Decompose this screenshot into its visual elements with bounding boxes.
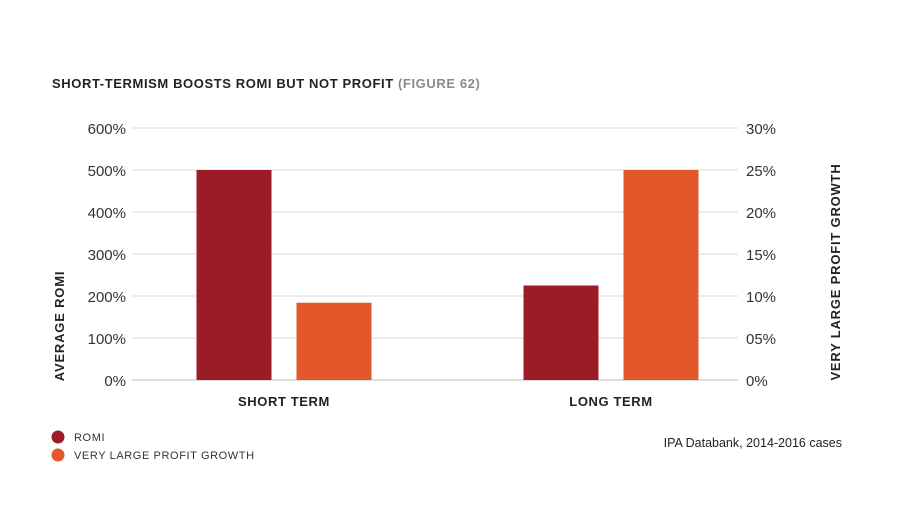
y-right-tick-label: 20% bbox=[746, 205, 776, 222]
chart-title-main: SHORT-TERMISM BOOSTS ROMI BUT NOT PROFIT bbox=[52, 76, 394, 91]
source-note: IPA Databank, 2014-2016 cases bbox=[664, 436, 842, 450]
bars bbox=[196, 170, 699, 380]
y-left-tick-label: 400% bbox=[88, 205, 126, 222]
legend-label: ROMI bbox=[74, 432, 105, 444]
legend: ROMI VERY LARGE PROFIT GROWTH bbox=[51, 430, 255, 462]
chart-title-figure: (FIGURE 62) bbox=[398, 76, 481, 91]
y-left-tick-label: 200% bbox=[88, 289, 126, 306]
y-left-tick-label: 100% bbox=[88, 331, 126, 348]
y-axis-right-title: VERY LARGE PROFIT GROWTH bbox=[828, 163, 843, 380]
legend-label: VERY LARGE PROFIT GROWTH bbox=[74, 450, 255, 462]
legend-swatch bbox=[51, 448, 65, 462]
x-axis-categories: SHORT TERM LONG TERM bbox=[238, 394, 652, 409]
y-right-tick-label: 10% bbox=[746, 289, 776, 306]
y-left-tick-label: 500% bbox=[88, 163, 126, 180]
y-axis-left-ticks: 0% 100% 200% 300% 400% 500% 600% bbox=[88, 121, 126, 390]
y-right-tick-label: 25% bbox=[746, 163, 776, 180]
legend-swatch bbox=[51, 430, 65, 444]
y-right-tick-label: 05% bbox=[746, 331, 776, 348]
bar-profit-growth bbox=[296, 302, 372, 380]
y-left-tick-label: 300% bbox=[88, 247, 126, 264]
y-axis-left-title: AVERAGE ROMI bbox=[52, 271, 67, 381]
bar-romi bbox=[523, 285, 599, 380]
chart-title: SHORT-TERMISM BOOSTS ROMI BUT NOT PROFIT… bbox=[52, 76, 480, 91]
y-left-tick-label: 600% bbox=[88, 121, 126, 138]
x-category-label: SHORT TERM bbox=[238, 394, 330, 409]
y-right-tick-label: 30% bbox=[746, 121, 776, 138]
y-right-tick-label: 0% bbox=[746, 373, 768, 390]
y-right-tick-label: 15% bbox=[746, 247, 776, 264]
bar-profit-growth bbox=[623, 170, 699, 380]
bar-romi bbox=[196, 170, 272, 380]
y-left-tick-label: 0% bbox=[104, 373, 126, 390]
y-axis-right-ticks: 0% 05% 10% 15% 20% 25% 30% bbox=[746, 121, 776, 390]
x-category-label: LONG TERM bbox=[569, 394, 652, 409]
